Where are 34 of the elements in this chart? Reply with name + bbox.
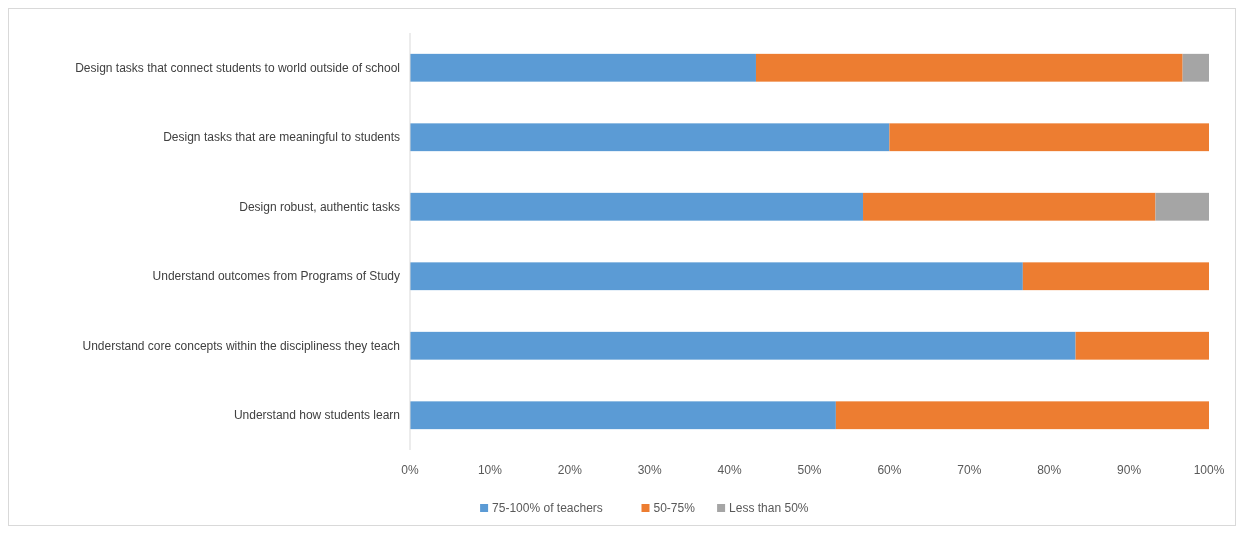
y-tick-label: Design tasks that are meaningful to students (163, 130, 400, 145)
bar (1155, 192, 1209, 221)
y-tick-label: Design tasks that connect students to world outside of school (75, 60, 400, 75)
x-tick-label: 10% (477, 463, 503, 477)
y-tick-label: Understand outcomes from Programs of Study (152, 269, 400, 284)
x-tick-label: 0% (401, 463, 419, 477)
bar (1075, 331, 1209, 360)
x-tick-label: 30% (637, 463, 663, 477)
bar (410, 192, 864, 221)
legend-label: 75-100% of teachers (492, 501, 603, 515)
bar (410, 331, 1076, 360)
bar (410, 262, 1023, 291)
bar (835, 401, 1209, 430)
legend-label: 50-75% (653, 501, 696, 515)
x-tick-label: 60% (877, 463, 902, 477)
bar (755, 53, 1183, 82)
bar (889, 123, 1209, 152)
bar (1022, 262, 1209, 291)
x-tick-label: 50% (797, 463, 822, 477)
legend-label: Less than 50% (729, 501, 809, 515)
bar (410, 53, 756, 82)
x-tick-label: 90% (1117, 463, 1142, 477)
bar (410, 123, 890, 152)
y-tick-label: Design robust, authentic tasks (239, 199, 400, 214)
bar (1182, 53, 1209, 82)
x-tick-label: 80% (1037, 463, 1062, 477)
y-tick-label: Understand how students learn (233, 408, 400, 423)
x-tick-label: 40% (717, 463, 742, 477)
bar (410, 401, 836, 430)
x-tick-label: 20% (557, 463, 583, 477)
bar (863, 192, 1156, 221)
x-tick-label: 70% (957, 463, 982, 477)
y-tick-label: Understand core concepts within the discipliness they teach (82, 338, 400, 353)
x-tick-label: 100% (1193, 463, 1225, 477)
